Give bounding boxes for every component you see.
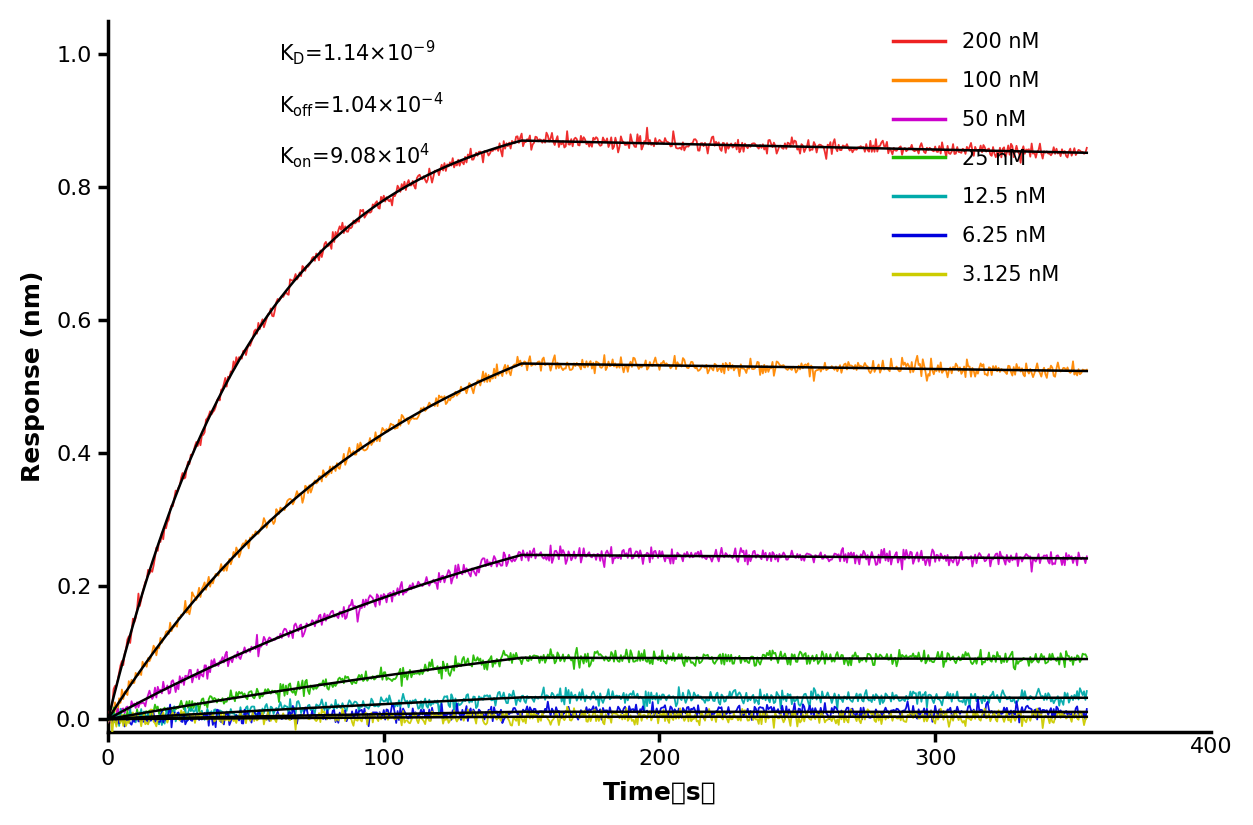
Text: K$_\mathregular{D}$=1.14×10$^{-9}$
K$_\mathregular{off}$=1.04×10$^{-4}$
K$_\math: K$_\mathregular{D}$=1.14×10$^{-9}$ K$_\m… (279, 39, 444, 170)
X-axis label: Time（s）: Time（s） (603, 780, 717, 804)
Y-axis label: Response (nm): Response (nm) (21, 271, 45, 483)
Legend: 200 nM, 100 nM, 50 nM, 25 nM, 12.5 nM, 6.25 nM, 3.125 nM: 200 nM, 100 nM, 50 nM, 25 nM, 12.5 nM, 6… (885, 24, 1068, 294)
